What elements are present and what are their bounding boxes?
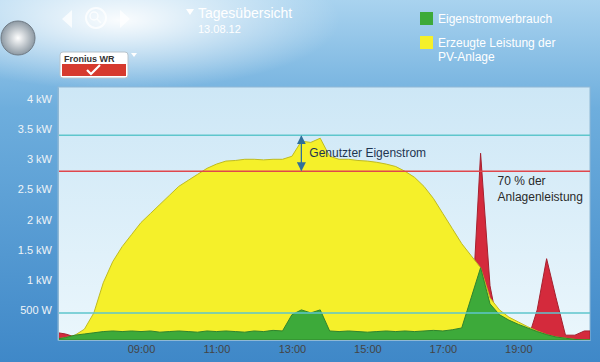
x-axis-tick: 15:00 [354,340,382,355]
search-icon-lens [90,12,98,20]
search-icon-handle [97,19,101,23]
x-axis-tick-label: 17:00 [430,343,458,355]
y-axis-tick: 1.5 kW [18,244,58,256]
search-icon [86,8,106,28]
y-axis-tick-label: 500 W [20,304,52,316]
x-axis: 09:00 11:00 13:00 15:00 17:00 19:00 [59,340,591,355]
y-axis-tick-label: 3.5 kW [18,123,53,135]
subtitle: 13.08.12 [198,23,241,35]
title: Tagesübersicht [198,5,292,21]
text-line: Erzeugte Leistung der [438,36,555,50]
y-axis-tick: 1 kW [27,274,58,286]
text-line: PV-Anlage [438,50,495,64]
y-axis-tick-label: 4 kW [27,93,53,105]
y-axis-tick-label: 1 kW [27,274,53,286]
y-axis-tick-label: 2 kW [27,214,53,226]
legend: Eigenstromverbrauch Erzeugte Leistung der… [420,12,555,64]
y-axis-tick-label: 2.5 kW [18,183,53,195]
y-axis-tick: 3 kW [27,153,58,165]
device-dropdown-icon [131,53,137,57]
x-axis-line [59,340,591,341]
device-check-icon [87,65,100,74]
legend-label: Eigenstromverbrauch [438,12,552,26]
series-area [58,268,590,340]
x-axis-tick-label: 09:00 [128,343,156,355]
text-line: Eigenstromverbrauch [438,12,552,26]
device-icon [1,21,35,55]
plot-background [58,87,590,340]
y-axis: 500 W 1 kW 1.5 kW 2 kW 2.5 kW 3 kW 3.5 kW 4 kW [18,88,59,341]
y-axis-tick: 4 kW [27,93,58,105]
x-axis-tick: 09:00 [128,340,156,355]
y-axis-tick: 3.5 kW [18,123,58,135]
legend-swatch [420,12,433,25]
nav-left-icon [62,10,72,28]
nav-right-icon [120,10,130,28]
annotation: 70 % der Anlagenleistung [498,174,583,204]
plot-area [58,135,590,340]
x-axis-tick: 11:00 [204,340,231,355]
y-axis-tick: 500 W [20,304,58,316]
legend-label: Erzeugte Leistung derPV-Anlage [438,36,555,64]
y-axis-line [58,88,59,341]
annotation: Genutzter Eigenstrom [309,146,426,160]
device-label: Fronius WR [64,54,115,64]
reference-line [58,171,590,173]
reference-line [58,134,590,136]
chart-svg: Fronius WR Tagesübersicht 13.08.12 500 W 1 k… [0,0,600,362]
legend-item: Eigenstromverbrauch [420,12,552,26]
x-axis-tick: 17:00 [430,340,458,355]
chart-container: Fronius WR Tagesübersicht 13.08.12 500 W 1 k… [0,0,600,362]
text-line: Genutzter Eigenstrom [309,146,426,160]
text-line: Anlagenleistung [498,190,583,204]
legend-item: Erzeugte Leistung derPV-Anlage [420,36,555,64]
x-axis-tick-label: 11:00 [204,343,231,355]
text-line: 70 % der [498,174,546,188]
x-axis-tick: 13:00 [279,340,307,355]
series-area [58,138,590,340]
y-axis-tick-label: 3 kW [27,153,53,165]
device-box [60,52,128,78]
y-axis-tick-label: 1.5 kW [18,244,53,256]
legend-swatch [420,36,433,49]
y-axis-tick: 2 kW [27,214,58,226]
background-glow [0,0,340,90]
x-axis-tick-label: 15:00 [354,343,382,355]
reference-line [58,312,590,314]
x-axis-tick-label: 19:00 [505,343,533,355]
title-dropdown-icon [186,9,194,15]
x-axis-tick-label: 13:00 [279,343,307,355]
annotation-arrow [301,136,302,170]
device-box-status [62,64,126,76]
y-axis-tick: 2.5 kW [18,183,58,195]
x-axis-tick: 19:00 [505,340,533,355]
